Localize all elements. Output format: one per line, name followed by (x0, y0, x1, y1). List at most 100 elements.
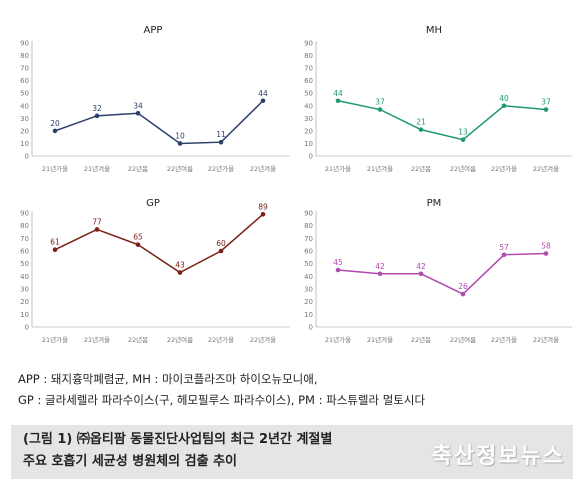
caption-line-2: 주요 호흡기 세균성 병원체의 검출 추이 (23, 454, 237, 469)
gp-x-tick-label: 21년겨울 (84, 335, 110, 344)
caption-line-1: (그림 1) ㈜옵티팜 동물진단사업팀의 최근 2년간 계절별 (23, 432, 333, 447)
gp-data-point (94, 227, 100, 232)
pm-x-tick-label: 21년가을 (325, 335, 351, 344)
gp-y-tick-label: 70 (20, 235, 29, 243)
gp-data-label: 77 (92, 217, 102, 226)
app-data-label: 20 (50, 119, 60, 128)
pm-data-label: 42 (375, 262, 385, 271)
app-y-tick-label: 40 (20, 102, 29, 110)
app-chart-title: APP (144, 25, 163, 36)
charts-area: APP 0 10 20 30 40 50 60 70 80 90 21년가을 21년겨울 22년봄 22년여… (20, 25, 572, 344)
pm-data-point (543, 251, 549, 256)
pm-data-point (377, 271, 383, 277)
pm-chart-title: PM (427, 198, 442, 209)
app-data-point (218, 139, 224, 145)
pm-y-tick-label: 50 (304, 260, 313, 268)
app-y-tick-label: 70 (20, 65, 29, 73)
app-x-tick-label: 21년가을 (42, 164, 68, 173)
mh-data-point (418, 127, 424, 132)
pm-y-tick-label: 30 (304, 286, 313, 294)
pm-y-tick-label: 90 (304, 210, 313, 218)
gp-data-label: 43 (175, 261, 185, 270)
mh-series-line (337, 100, 547, 141)
gp-y-tick-label: 10 (20, 311, 29, 319)
gp-data-point (177, 270, 183, 275)
app-x-tick-label: 22년겨울 (250, 164, 276, 173)
app-data-label: 34 (133, 101, 143, 110)
mh-x-tick-label: 21년가을 (325, 164, 351, 173)
gp-y-tick-label: 40 (20, 273, 29, 281)
pm-data-point (501, 252, 507, 258)
app-data-point (135, 111, 141, 116)
gp-x-tick-label: 22년겨울 (250, 335, 276, 344)
mh-y-tick-label: 10 (304, 140, 313, 148)
gp-data-point (52, 247, 58, 253)
gp-x-tick-label: 22년여름 (167, 335, 193, 344)
mh-data-label: 13 (458, 128, 468, 137)
legend-text: APP : 돼지흉막폐렴균, MH : 마이코플라즈마 하이오뉴모니애, GP … (18, 369, 578, 411)
pm-y-tick-label: 40 (304, 273, 313, 281)
app-y-tick-label: 30 (20, 115, 29, 123)
pm-data-label: 42 (416, 262, 426, 271)
app-data-label: 10 (175, 131, 185, 140)
mh-x-tick-label: 22년겨울 (533, 164, 559, 173)
mh-data-point (460, 137, 466, 142)
watermark-logo: 축산정보뉴스 (431, 444, 565, 469)
mh-y-tick-label: 50 (304, 90, 313, 98)
gp-y-tick-label: 90 (20, 210, 29, 218)
app-data-label: 32 (92, 104, 102, 113)
legend-line-1: APP : 돼지흉막폐렴균, MH : 마이코플라즈마 하이오뉴모니애, (18, 372, 318, 386)
mh-x-tick-label: 22년여름 (450, 164, 476, 173)
gp-data-point (218, 248, 224, 254)
pm-data-point (335, 267, 341, 273)
pm-y-tick-label: 10 (304, 311, 313, 319)
mh-y-tick-label: 60 (304, 77, 313, 85)
pm-data-label: 58 (541, 242, 551, 251)
app-x-tick-label: 22년봄 (128, 164, 148, 173)
mh-y-tick-label: 90 (304, 40, 313, 48)
pm-x-tick-label: 22년봄 (411, 335, 431, 344)
pm-data-label: 26 (458, 282, 468, 291)
mh-x-tick-label: 21년겨울 (367, 164, 393, 173)
caption-box: (그림 1) ㈜옵티팜 동물진단사업팀의 최근 2년간 계절별 주요 호흡기 세… (11, 425, 573, 479)
gp-x-tick-label: 21년가을 (42, 335, 68, 344)
pm-data-point (418, 271, 424, 277)
gp-y-tick-label: 60 (20, 248, 29, 256)
gp-y-tick-label: 30 (20, 286, 29, 294)
legend-line-2: GP : 글라세렐라 파라수이스(구, 헤모필루스 파라수이스), PM : 파… (18, 393, 426, 407)
app-y-tick-label: 50 (20, 90, 29, 98)
app-y-tick-label: 20 (20, 127, 29, 135)
gp-x-tick-label: 22년봄 (128, 335, 148, 344)
pm-x-tick-label: 22년가을 (491, 335, 517, 344)
gp-chart-title: GP (146, 198, 160, 209)
gp-data-point (260, 211, 266, 217)
mh-y-tick-label: 30 (304, 115, 313, 123)
pm-x-tick-label: 22년겨울 (533, 335, 559, 344)
app-x-tick-label: 21년겨울 (84, 164, 110, 173)
app-y-tick-label: 0 (25, 153, 29, 161)
mh-data-point (543, 107, 549, 112)
gp-series-line (54, 213, 264, 274)
mh-y-tick-label: 70 (304, 65, 313, 73)
mh-data-label: 21 (416, 118, 426, 127)
mh-data-point (377, 107, 383, 112)
app-y-tick-label: 90 (20, 40, 29, 48)
pm-data-label: 57 (499, 243, 509, 252)
app-data-point (52, 128, 58, 134)
app-data-label: 11 (216, 130, 226, 139)
app-y-tick-label: 80 (20, 52, 29, 60)
mh-data-point (335, 98, 341, 104)
mh-x-tick-label: 22년봄 (411, 164, 431, 173)
gp-y-tick-label: 20 (20, 298, 29, 306)
mh-data-label: 37 (541, 98, 551, 107)
mh-y-tick-label: 80 (304, 52, 313, 60)
mh-data-point (501, 103, 507, 109)
pm-data-point (460, 291, 466, 297)
mh-x-tick-label: 22년가을 (491, 164, 517, 173)
app-x-tick-label: 22년여름 (167, 164, 193, 173)
gp-y-tick-label: 80 (20, 222, 29, 230)
mh-data-label: 40 (499, 94, 509, 103)
app-data-point (94, 113, 100, 119)
gp-data-point (135, 242, 141, 247)
app-data-label: 44 (258, 89, 268, 98)
